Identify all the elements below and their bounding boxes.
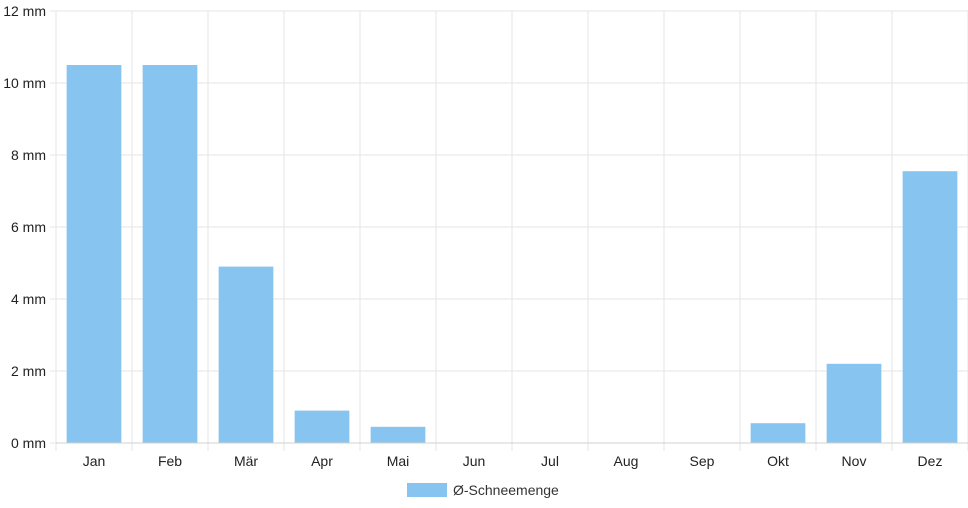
x-tick-label: Dez xyxy=(918,453,943,469)
legend-label: Ø-Schneemenge xyxy=(453,482,559,498)
y-tick-label: 8 mm xyxy=(11,147,46,163)
grid-lines xyxy=(55,10,968,451)
x-tick-label: Jul xyxy=(541,453,559,469)
y-tick-label: 10 mm xyxy=(3,75,46,91)
x-tick-label: Nov xyxy=(842,453,867,469)
x-tick-label: Mär xyxy=(234,453,258,469)
legend-swatch xyxy=(407,483,447,497)
bar-jan[interactable] xyxy=(66,65,122,443)
bar-feb[interactable] xyxy=(142,65,198,443)
x-tick-label: Sep xyxy=(690,453,715,469)
x-axis-labels: Jan Feb Mär Apr Mai Jun Jul Aug Sep Okt Nov Dez xyxy=(83,453,943,469)
bar-apr[interactable] xyxy=(294,410,350,443)
y-tick-label: 12 mm xyxy=(3,3,46,19)
y-tick-label: 6 mm xyxy=(11,219,46,235)
x-tick-label: Jan xyxy=(83,453,106,469)
bar-mär[interactable] xyxy=(218,266,274,443)
x-tick-label: Mai xyxy=(387,453,410,469)
x-tick-label: Jun xyxy=(463,453,486,469)
y-tick-label: 0 mm xyxy=(11,435,46,451)
bar-mai[interactable] xyxy=(370,426,426,443)
legend[interactable]: Ø-Schneemenge xyxy=(407,482,559,498)
x-tick-label: Apr xyxy=(311,453,333,469)
axes xyxy=(50,10,968,444)
bar-okt[interactable] xyxy=(750,423,806,443)
bar-dez[interactable] xyxy=(902,171,958,443)
bar-nov[interactable] xyxy=(826,363,882,443)
y-axis-labels: 0 mm 2 mm 4 mm 6 mm 8 mm 10 mm 12 mm xyxy=(3,3,46,451)
bars xyxy=(66,65,958,443)
x-tick-label: Okt xyxy=(767,453,789,469)
x-tick-label: Aug xyxy=(614,453,639,469)
x-tick-label: Feb xyxy=(158,453,182,469)
y-tick-label: 4 mm xyxy=(11,291,46,307)
y-tick-label: 2 mm xyxy=(11,363,46,379)
